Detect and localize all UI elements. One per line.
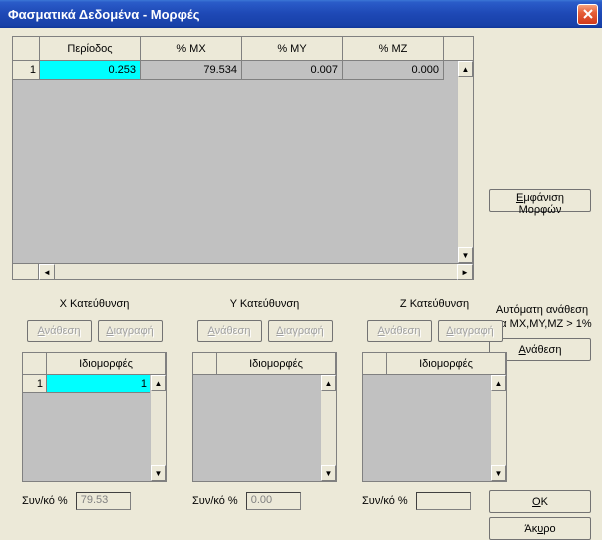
scroll-down-icon[interactable]: ▼ [321, 465, 336, 481]
scroll-down-icon[interactable]: ▼ [151, 465, 166, 481]
h-scrollbar-wrap: ◄ ► [12, 264, 474, 280]
cell-period[interactable]: 0.253 [40, 61, 141, 80]
y-sum-value: 0.00 [246, 492, 301, 510]
group-x-caption: Χ Κατεύθυνση [22, 298, 167, 310]
scroll-right-icon[interactable]: ► [457, 264, 473, 280]
y-hdr-modes: Ιδιομορφές [217, 353, 336, 374]
y-vscroll[interactable]: ▲ ▼ [320, 375, 336, 481]
header-my: % MY [242, 37, 343, 60]
x-row[interactable]: 1 1 [23, 375, 166, 393]
h-scrollbar[interactable]: ◄ ► [39, 264, 474, 280]
h-scroll-corner [12, 264, 39, 280]
group-z: Ζ Κατεύθυνση Ανάθεση Διαγραφή Ιδιομορφές… [362, 298, 507, 510]
ok-button[interactable]: OK [489, 490, 591, 513]
table-body: 1 0.253 79.534 0.007 0.000 ▲ ▼ [13, 61, 473, 263]
close-icon [583, 9, 593, 19]
z-delete-button[interactable]: Διαγραφή [438, 320, 503, 342]
z-vscroll[interactable]: ▲ ▼ [490, 375, 506, 481]
x-vscroll[interactable]: ▲ ▼ [150, 375, 166, 481]
x-row-val[interactable]: 1 [47, 375, 166, 393]
header-blank [13, 37, 40, 60]
close-button[interactable] [577, 4, 598, 25]
x-hdr-modes: Ιδιομορφές [47, 353, 166, 374]
show-modes-button[interactable]: Εμφάνιση Μορφών [489, 189, 591, 212]
z-sum-label: Συν/κό % [362, 495, 408, 507]
scroll-left-icon[interactable]: ◄ [39, 264, 55, 280]
header-mz: % MZ [343, 37, 444, 60]
scroll-up-icon[interactable]: ▲ [458, 61, 473, 77]
scroll-up-icon[interactable]: ▲ [151, 375, 166, 391]
x-hdr-blank [23, 353, 47, 374]
y-sum-label: Συν/κό % [192, 495, 238, 507]
y-modes-table[interactable]: Ιδιομορφές ▲ ▼ [192, 352, 337, 482]
y-delete-button[interactable]: Διαγραφή [268, 320, 333, 342]
scroll-down-icon[interactable]: ▼ [458, 247, 473, 263]
group-y-caption: Υ Κατεύθυνση [192, 298, 337, 310]
title-bar: Φασματικά Δεδομένα - Μορφές [0, 0, 602, 28]
group-y: Υ Κατεύθυνση Ανάθεση Διαγραφή Ιδιομορφές… [192, 298, 337, 510]
scroll-up-icon[interactable]: ▲ [491, 375, 506, 391]
z-hdr-modes: Ιδιομορφές [387, 353, 506, 374]
show-modes-label: Εμφάνιση Μορφών [516, 192, 564, 216]
x-delete-button[interactable]: Διαγραφή [98, 320, 163, 342]
x-assign-button[interactable]: Ανάθεση [27, 320, 92, 342]
scroll-down-icon[interactable]: ▼ [491, 465, 506, 481]
cancel-button[interactable]: Άκυρο [489, 517, 591, 540]
spectral-table[interactable]: Περίοδος % MX % MY % MZ 1 0.253 79.534 0… [12, 36, 474, 264]
group-x: Χ Κατεύθυνση Ανάθεση Διαγραφή Ιδιομορφές… [22, 298, 167, 510]
z-modes-table[interactable]: Ιδιομορφές ▲ ▼ [362, 352, 507, 482]
header-mx: % MX [141, 37, 242, 60]
z-assign-button[interactable]: Ανάθεση [367, 320, 432, 342]
x-modes-table[interactable]: Ιδιομορφές 1 1 ▲ ▼ [22, 352, 167, 482]
table-row[interactable]: 1 0.253 79.534 0.007 0.000 [13, 61, 473, 80]
cell-mz[interactable]: 0.000 [343, 61, 444, 80]
group-z-caption: Ζ Κατεύθυνση [362, 298, 507, 310]
y-assign-button[interactable]: Ανάθεση [197, 320, 262, 342]
header-period: Περίοδος [40, 37, 141, 60]
row-index: 1 [13, 61, 40, 80]
scroll-track[interactable] [458, 77, 473, 247]
h-scroll-track[interactable] [55, 264, 457, 279]
spectral-table-container: Περίοδος % MX % MY % MZ 1 0.253 79.534 0… [12, 36, 474, 282]
z-sum-value [416, 492, 471, 510]
x-sum-value: 79.53 [76, 492, 131, 510]
x-sum-label: Συν/κό % [22, 495, 68, 507]
cell-mx[interactable]: 79.534 [141, 61, 242, 80]
window-title: Φασματικά Δεδομένα - Μορφές [8, 7, 577, 22]
table-header-row: Περίοδος % MX % MY % MZ [13, 37, 473, 61]
header-fill [444, 37, 473, 60]
cell-my[interactable]: 0.007 [242, 61, 343, 80]
scroll-up-icon[interactable]: ▲ [321, 375, 336, 391]
x-row-idx: 1 [23, 375, 47, 393]
v-scrollbar[interactable]: ▲ ▼ [457, 61, 473, 263]
client-area: Περίοδος % MX % MY % MZ 1 0.253 79.534 0… [0, 28, 602, 534]
